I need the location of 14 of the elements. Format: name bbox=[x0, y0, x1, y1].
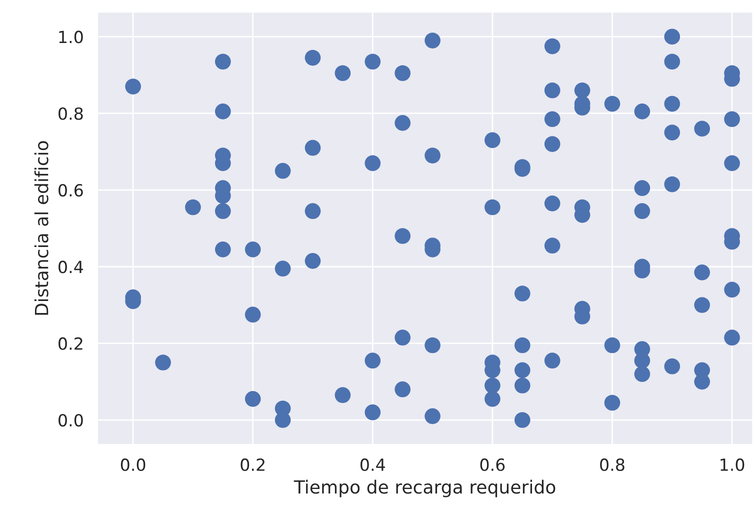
x-tick-label: 0.4 bbox=[360, 458, 385, 472]
x-tick-label: 0.8 bbox=[600, 458, 624, 472]
y-tick-label: 1.0 bbox=[59, 30, 83, 44]
y-tick-label: 0.0 bbox=[58, 414, 83, 427]
x-tick-label: 1.0 bbox=[720, 458, 744, 472]
x-tick-label: 0.0 bbox=[120, 458, 146, 472]
y-tick-label: 0.6 bbox=[58, 184, 83, 197]
x-tick-label: 0.6 bbox=[480, 458, 505, 472]
y-tick-label: 0.8 bbox=[58, 107, 83, 120]
y-tick-label: 0.2 bbox=[58, 337, 82, 350]
x-axis-title: Tiempo de recarga requerido bbox=[294, 480, 556, 498]
y-tick-label: 0.4 bbox=[58, 260, 84, 274]
x-tick-label: 0.2 bbox=[240, 458, 264, 472]
y-axis-title: Distancia al edificio bbox=[34, 141, 48, 315]
